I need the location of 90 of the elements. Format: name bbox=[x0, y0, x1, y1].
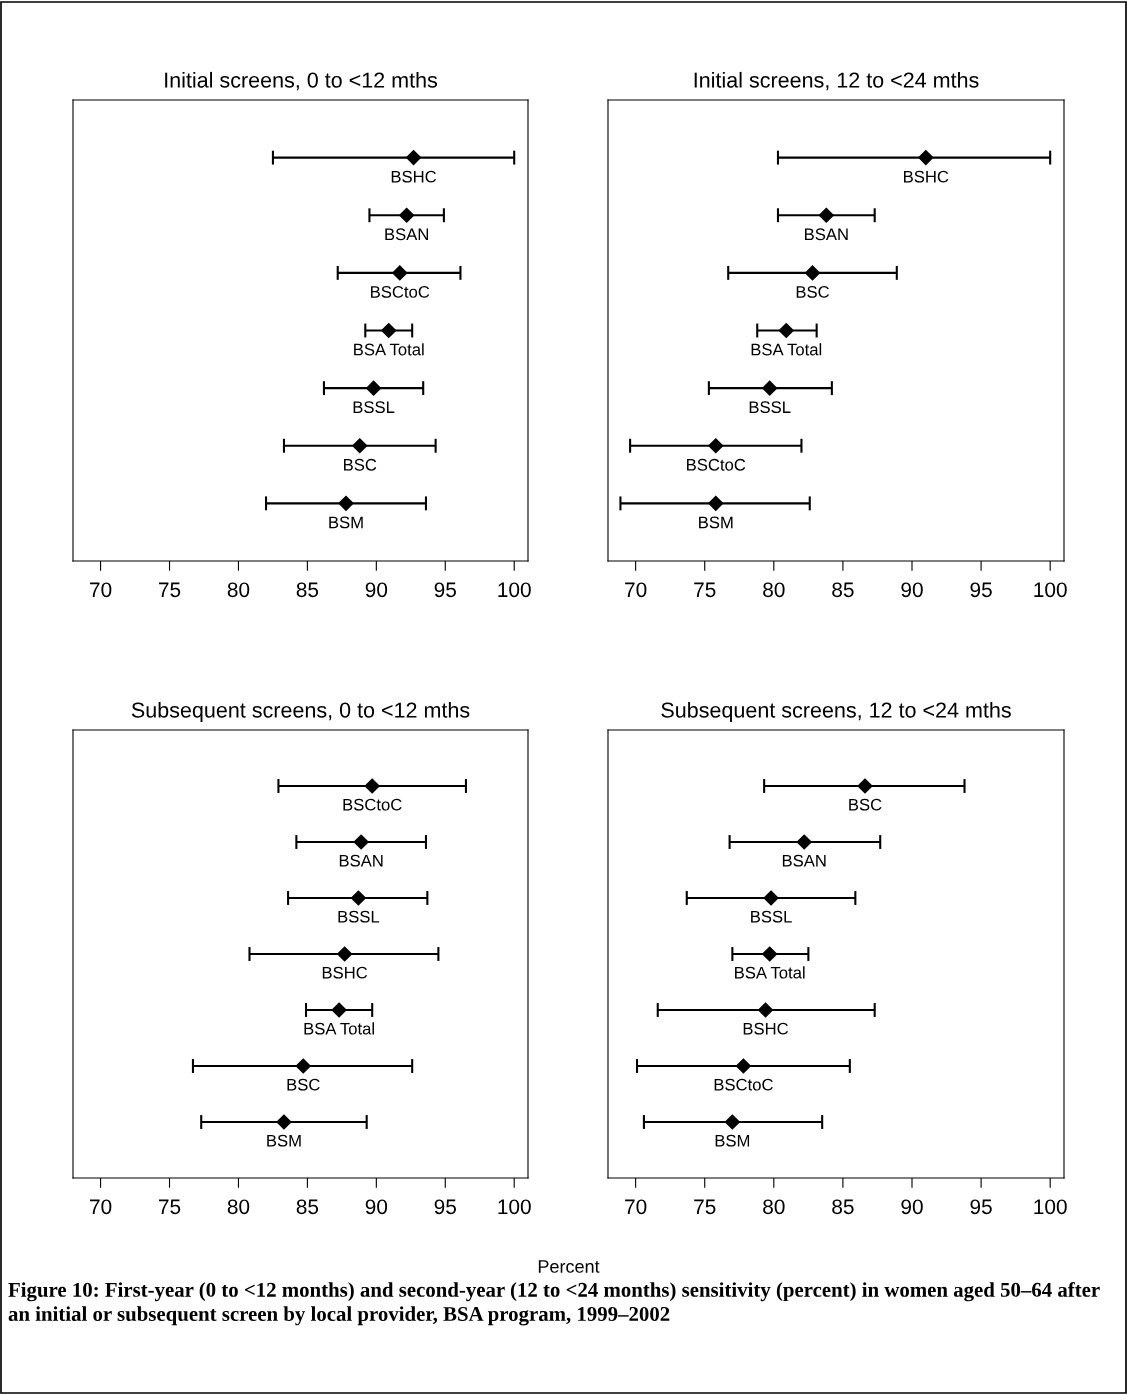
category-label: BSAN bbox=[339, 854, 383, 867]
x-tick-label: 100 bbox=[498, 582, 531, 598]
x-tick-label: 90 bbox=[365, 582, 388, 598]
x-tick-label: 90 bbox=[365, 1199, 388, 1215]
point bbox=[762, 946, 778, 962]
x-tick-label: 70 bbox=[625, 1199, 647, 1215]
category-label: BSC bbox=[344, 458, 377, 471]
point bbox=[757, 1002, 774, 1018]
point bbox=[353, 834, 369, 850]
category-label: BSHC bbox=[904, 170, 949, 183]
category-label: BSCtoC bbox=[343, 798, 402, 811]
x-tick-label: 80 bbox=[763, 1199, 785, 1215]
x-tick-label: 85 bbox=[296, 1199, 319, 1215]
point bbox=[338, 495, 354, 511]
category-label: BSM bbox=[267, 1134, 301, 1147]
x-tick-label: 70 bbox=[625, 582, 647, 598]
point bbox=[366, 380, 382, 396]
x-tick-label: 90 bbox=[901, 1199, 923, 1215]
category-label: BSM bbox=[329, 516, 363, 529]
category-label: BSHC bbox=[743, 1022, 789, 1035]
point bbox=[381, 322, 397, 339]
point bbox=[708, 438, 724, 454]
point bbox=[918, 150, 934, 166]
x-tick-label: 75 bbox=[694, 1199, 716, 1215]
category-label: BSAN bbox=[385, 228, 428, 241]
x-tick-label: 85 bbox=[296, 582, 319, 598]
category-label: BSC bbox=[796, 285, 830, 298]
point bbox=[778, 322, 794, 339]
point bbox=[804, 265, 821, 281]
category-label: BSSL bbox=[749, 401, 791, 414]
category-label: BSHC bbox=[391, 170, 437, 183]
point bbox=[762, 380, 778, 396]
x-tick-label: 100 bbox=[1034, 1199, 1067, 1215]
x-tick-label: 80 bbox=[227, 1199, 250, 1215]
category-label: BSHC bbox=[322, 966, 368, 979]
category-label: BSM bbox=[699, 516, 733, 529]
x-tick-label: 95 bbox=[970, 1199, 992, 1215]
point bbox=[735, 1058, 751, 1074]
category-label: BSA Total bbox=[735, 966, 805, 979]
x-tick-label: 95 bbox=[434, 582, 456, 598]
point bbox=[724, 1114, 740, 1130]
x-tick-label: 100 bbox=[1034, 582, 1067, 598]
category-label: BSA Total bbox=[354, 343, 424, 356]
point bbox=[350, 890, 366, 906]
category-label: BSC bbox=[849, 798, 882, 811]
point bbox=[405, 150, 422, 166]
category-label: BSAN bbox=[782, 854, 826, 867]
category-label: BSSL bbox=[353, 401, 395, 414]
point bbox=[352, 438, 368, 454]
point bbox=[276, 1114, 292, 1130]
x-axis-title: Percent bbox=[538, 1260, 600, 1273]
point bbox=[331, 1002, 347, 1018]
chart-title: Initial screens, 12 to <24 mths bbox=[694, 71, 979, 91]
point bbox=[364, 778, 380, 794]
category-label: BSA Total bbox=[751, 343, 822, 356]
x-tick-label: 85 bbox=[832, 582, 854, 598]
category-label: BSCtoC bbox=[714, 1078, 773, 1091]
point bbox=[337, 946, 353, 962]
x-tick-label: 80 bbox=[763, 582, 785, 598]
category-label: BSM bbox=[715, 1134, 750, 1147]
point bbox=[392, 265, 408, 281]
category-label: BSA Total bbox=[304, 1022, 374, 1035]
x-tick-label: 90 bbox=[901, 582, 923, 598]
category-label: BSSL bbox=[751, 910, 792, 923]
x-tick-label: 80 bbox=[227, 582, 250, 598]
category-label: BSAN bbox=[805, 228, 848, 241]
chart-title: Subsequent screens, 12 to <24 mths bbox=[661, 701, 1011, 722]
x-tick-label: 95 bbox=[434, 1199, 456, 1215]
chart-title: Subsequent screens, 0 to <12 mths bbox=[131, 701, 470, 722]
x-tick-label: 70 bbox=[90, 582, 112, 598]
category-label: BSC bbox=[287, 1078, 320, 1091]
point bbox=[857, 778, 873, 794]
point bbox=[796, 834, 812, 850]
caption: Figure 10: First-year (0 to <12 months) and second-year (12 to <24 months) sensitivity (percent) in women aged 50–64 after an initial or subsequent screen by local provider, BSA program, 1999–2002 bbox=[8, 1282, 1100, 1326]
point bbox=[708, 495, 724, 511]
category-label: BSSL bbox=[338, 910, 380, 923]
x-tick-label: 70 bbox=[90, 1199, 112, 1215]
x-tick-label: 75 bbox=[159, 1199, 181, 1215]
x-tick-label: 100 bbox=[498, 1199, 531, 1215]
x-tick-label: 75 bbox=[694, 582, 716, 598]
point bbox=[818, 207, 834, 223]
category-label: BSCtoC bbox=[371, 285, 430, 298]
point bbox=[763, 890, 779, 906]
chart-title: Initial screens, 0 to <12 mths bbox=[165, 71, 438, 91]
point bbox=[295, 1058, 311, 1074]
x-tick-label: 95 bbox=[970, 582, 992, 598]
x-tick-label: 75 bbox=[159, 582, 181, 598]
x-tick-label: 85 bbox=[832, 1199, 854, 1215]
category-label: BSCtoC bbox=[687, 458, 746, 471]
point bbox=[399, 207, 415, 223]
